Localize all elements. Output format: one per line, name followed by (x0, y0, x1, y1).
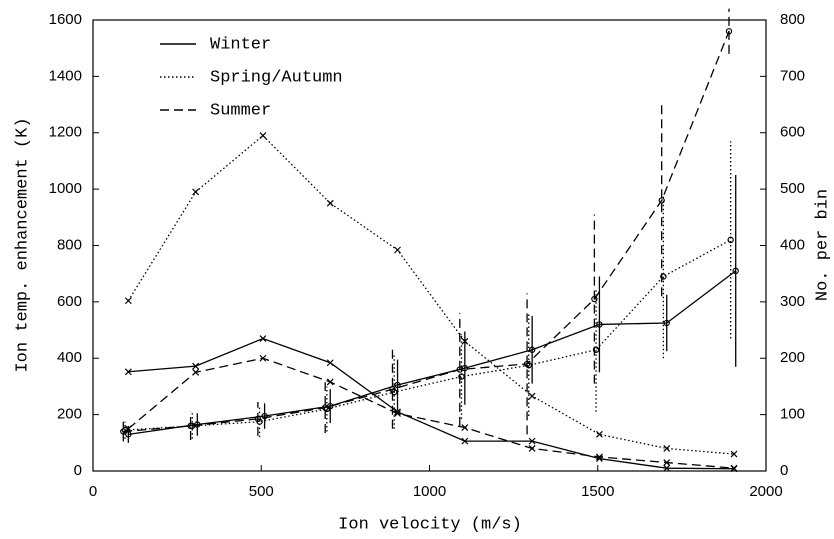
y2-tick-label: 200 (780, 349, 805, 366)
series-line (127, 134, 735, 455)
y2-tick-label: 600 (780, 124, 805, 141)
data-point (461, 424, 469, 432)
y2-tick-label: 300 (780, 293, 805, 310)
x-tick-label: 500 (249, 483, 274, 500)
legend-label: Winter (210, 35, 271, 54)
series-line (127, 357, 735, 469)
data-point (663, 459, 671, 466)
series-line (124, 239, 731, 431)
data-point (321, 404, 329, 411)
data-point (259, 354, 267, 362)
data-point (591, 295, 598, 303)
data-point (389, 386, 396, 393)
y-tick-label: 0 (74, 462, 82, 479)
y2-tick-label: 0 (780, 462, 788, 479)
legend-label: Spring/Autumn (210, 68, 343, 87)
data-point (727, 236, 734, 244)
data-point (596, 453, 603, 461)
data-point (730, 464, 738, 472)
data-point (394, 410, 401, 417)
data-point (528, 392, 536, 400)
series-line (128, 337, 735, 470)
data-point (326, 378, 334, 386)
y-axis-label: Ion temp. enhancement (K) (13, 117, 32, 372)
data-point (528, 437, 536, 445)
x-tick-label: 2000 (749, 483, 782, 500)
data-point (663, 464, 671, 472)
y2-axis-label: No. per bin (813, 189, 832, 301)
data-point (458, 373, 465, 380)
y2-tick-label: 800 (780, 11, 805, 28)
y-tick-label: 200 (57, 406, 82, 423)
data-point (592, 346, 600, 353)
series-line (128, 270, 737, 435)
x-tick-label: 1500 (581, 483, 614, 500)
plot-frame (92, 19, 767, 472)
data-point (660, 273, 667, 280)
data-point (261, 412, 268, 420)
y-tick-label: 400 (57, 349, 82, 366)
y-tick-label: 800 (57, 236, 82, 253)
data-point (732, 267, 739, 275)
y-tick-label: 1200 (49, 124, 82, 141)
data-point (456, 366, 463, 373)
data-point (596, 430, 603, 438)
data-point (259, 335, 267, 342)
y2-tick-label: 100 (780, 406, 805, 423)
data-point (658, 197, 665, 204)
y-tick-label: 1400 (49, 67, 82, 84)
data-point (124, 368, 132, 376)
data-point (323, 405, 331, 413)
x-axis-label: Ion velocity (m/s) (338, 515, 522, 534)
data-point (461, 437, 469, 445)
y-tick-label: 1600 (49, 11, 82, 28)
data-point (528, 346, 536, 353)
data-point (259, 132, 267, 139)
data-point (254, 415, 262, 423)
data-point (461, 337, 469, 345)
data-point (394, 381, 401, 389)
series-line (123, 31, 730, 433)
data-point (730, 450, 738, 458)
data-point (326, 199, 334, 207)
data-point (394, 246, 401, 254)
data-point (192, 362, 200, 370)
data-point (725, 28, 733, 35)
y2-tick-label: 700 (780, 67, 805, 84)
data-point (124, 425, 132, 433)
y-tick-label: 600 (57, 293, 82, 310)
data-point (596, 321, 603, 328)
y2-tick-label: 400 (780, 236, 805, 253)
data-point (523, 360, 531, 368)
data-point (192, 368, 200, 376)
data-point (326, 359, 334, 367)
data-point (663, 445, 671, 452)
data-point (394, 408, 401, 416)
data-point (124, 297, 132, 305)
x-tick-label: 0 (89, 483, 97, 500)
data-point (192, 188, 200, 196)
x-tick-label: 1000 (413, 483, 446, 500)
y2-tick-label: 500 (780, 180, 805, 197)
data-point (663, 319, 670, 327)
y-tick-label: 1000 (49, 180, 82, 197)
data-point (528, 445, 536, 452)
legend-label: Summer (210, 101, 271, 120)
data-point (187, 422, 194, 430)
